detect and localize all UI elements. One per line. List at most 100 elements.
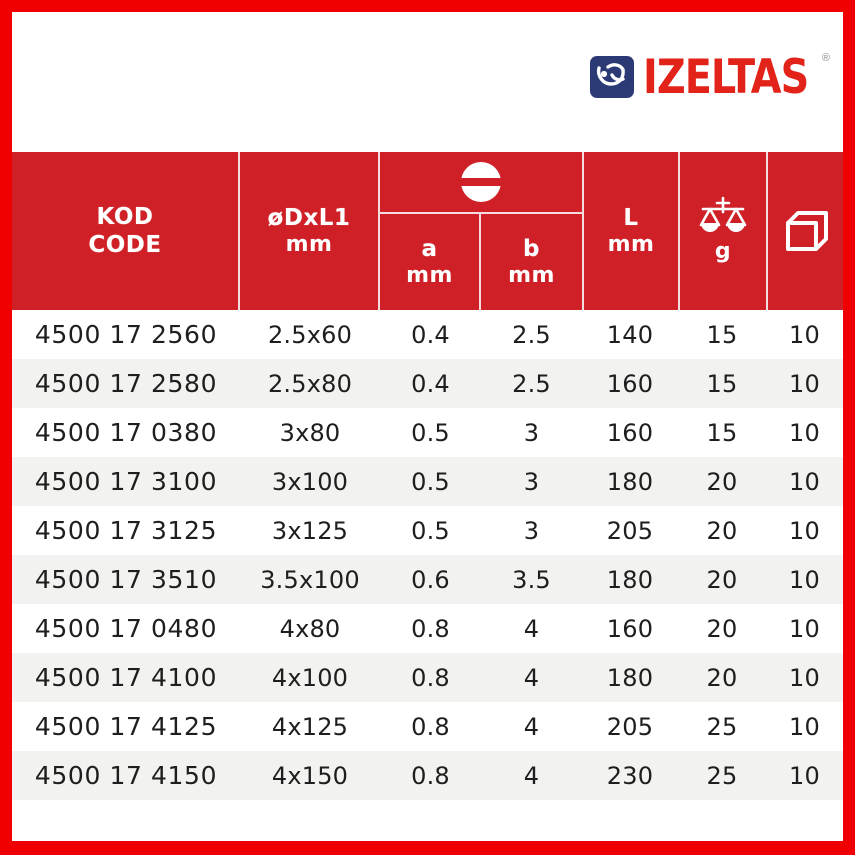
column-header-b: b mm <box>481 214 582 310</box>
cell-b: 3 <box>523 418 540 447</box>
cell-a: 0.5 <box>411 418 450 447</box>
cell-b: 3 <box>523 467 540 496</box>
column-header-code-line1: KOD <box>96 203 154 230</box>
cell-diameter: 4x100 <box>271 663 349 692</box>
column-header-length: L mm <box>584 152 680 310</box>
cell-code: 4500 17 2580 <box>34 369 218 398</box>
column-header-a: a mm <box>380 214 481 310</box>
specification-table: KOD CODE øDxL1 mm <box>12 150 843 841</box>
cell-diameter: 2.5x60 <box>267 320 353 349</box>
cell-L: 180 <box>606 467 654 496</box>
cell-g: 25 <box>706 712 738 741</box>
cell-a: 0.8 <box>411 663 450 692</box>
brand-logo: IZELTAS ® <box>590 49 830 105</box>
column-header-weight: g <box>680 152 768 310</box>
column-header-diameter-unit: mm <box>285 231 333 257</box>
cell-g: 20 <box>706 663 738 692</box>
column-header-diameter: øDxL1 mm <box>240 152 380 310</box>
cell-b: 2.5 <box>512 320 551 349</box>
brand-wordmark: IZELTAS <box>643 49 809 105</box>
cell-a: 0.8 <box>411 761 450 790</box>
cell-pack: 10 <box>789 565 820 594</box>
cell-a: 0.8 <box>411 614 450 643</box>
cell-L: 140 <box>606 320 654 349</box>
cell-b: 4 <box>523 614 540 643</box>
cell-g: 20 <box>706 467 738 496</box>
table-row: 4500 17 4150 4x150 0.8 4 230 25 10 <box>12 751 843 800</box>
logo-band: IZELTAS ® <box>12 12 843 150</box>
table-row: 4500 17 3125 3x125 0.5 3 205 20 10 <box>12 506 843 555</box>
cell-code: 4500 17 3510 <box>34 565 218 594</box>
cell-b: 4 <box>523 663 540 692</box>
column-header-b-line1: b <box>523 235 540 262</box>
column-header-code: KOD CODE <box>12 152 240 310</box>
cell-g: 15 <box>706 369 738 398</box>
cell-code: 4500 17 4125 <box>34 712 218 741</box>
cell-code: 4500 17 4150 <box>34 761 218 790</box>
cell-code: 4500 17 2560 <box>34 320 218 349</box>
table-row: 4500 17 4125 4x125 0.8 4 205 25 10 <box>12 702 843 751</box>
box-icon <box>783 209 829 253</box>
cell-L: 160 <box>606 418 654 447</box>
cell-L: 160 <box>606 369 654 398</box>
column-header-length-line1: L <box>623 204 639 231</box>
cell-L: 160 <box>606 614 654 643</box>
table-row: 4500 17 2580 2.5x80 0.4 2.5 160 15 10 <box>12 359 843 408</box>
cell-b: 4 <box>523 761 540 790</box>
cell-pack: 10 <box>789 320 820 349</box>
table-row: 4500 17 3510 3.5x100 0.6 3.5 180 20 10 <box>12 555 843 604</box>
table-row: 4500 17 3100 3x100 0.5 3 180 20 10 <box>12 457 843 506</box>
cell-b: 4 <box>523 712 540 741</box>
column-header-length-unit: mm <box>607 231 655 257</box>
cell-g: 20 <box>706 614 738 643</box>
cell-b: 3 <box>523 516 540 545</box>
registered-trademark-mark: ® <box>821 51 830 64</box>
cell-a: 0.8 <box>411 712 450 741</box>
catalog-sheet: IZELTAS ® KOD CODE øDxL1 mm <box>12 12 843 841</box>
cell-L: 180 <box>606 663 654 692</box>
blade-subheaders: a mm b mm <box>380 214 582 310</box>
cell-code: 4500 17 0380 <box>34 418 218 447</box>
cell-diameter: 3x80 <box>279 418 341 447</box>
column-header-code-line2: CODE <box>88 232 162 258</box>
column-header-weight-unit: g <box>714 239 732 265</box>
slotted-screw-icon <box>458 159 504 205</box>
cell-a: 0.6 <box>411 565 450 594</box>
cell-g: 20 <box>706 516 738 545</box>
cell-b: 3.5 <box>512 565 551 594</box>
cell-L: 205 <box>606 516 654 545</box>
column-header-b-unit: mm <box>508 262 555 288</box>
cell-code: 4500 17 3125 <box>34 516 218 545</box>
cell-b: 2.5 <box>512 369 551 398</box>
cell-diameter: 3.5x100 <box>260 565 360 594</box>
cell-code: 4500 17 3100 <box>34 467 218 496</box>
cell-code: 4500 17 4100 <box>34 663 218 692</box>
column-header-a-line1: a <box>421 235 438 262</box>
column-header-blade-group: a mm b mm <box>380 152 584 310</box>
cell-g: 20 <box>706 565 738 594</box>
cell-L: 230 <box>606 761 654 790</box>
cell-pack: 10 <box>789 614 820 643</box>
slotted-screw-icon-cell <box>380 152 582 214</box>
cell-L: 180 <box>606 565 654 594</box>
izeltas-logo-mark-icon <box>590 56 635 98</box>
table-row: 4500 17 2560 2.5x60 0.4 2.5 140 15 10 <box>12 310 843 359</box>
cell-g: 25 <box>706 761 738 790</box>
cell-diameter: 3x100 <box>271 467 349 496</box>
cell-a: 0.5 <box>411 516 450 545</box>
cell-diameter: 4x80 <box>279 614 341 643</box>
table-row: 4500 17 0380 3x80 0.5 3 160 15 10 <box>12 408 843 457</box>
cell-diameter: 4x125 <box>271 712 349 741</box>
table-bottom-filler <box>12 820 843 841</box>
column-header-a-unit: mm <box>406 262 453 288</box>
cell-pack: 10 <box>789 418 820 447</box>
cell-pack: 10 <box>789 663 820 692</box>
cell-a: 0.5 <box>411 467 450 496</box>
cell-g: 15 <box>706 320 738 349</box>
cell-a: 0.4 <box>411 369 450 398</box>
balance-scale-icon <box>699 196 747 236</box>
cell-a: 0.4 <box>411 320 450 349</box>
cell-diameter: 3x125 <box>271 516 349 545</box>
cell-g: 15 <box>706 418 738 447</box>
column-header-packaging <box>768 152 843 310</box>
